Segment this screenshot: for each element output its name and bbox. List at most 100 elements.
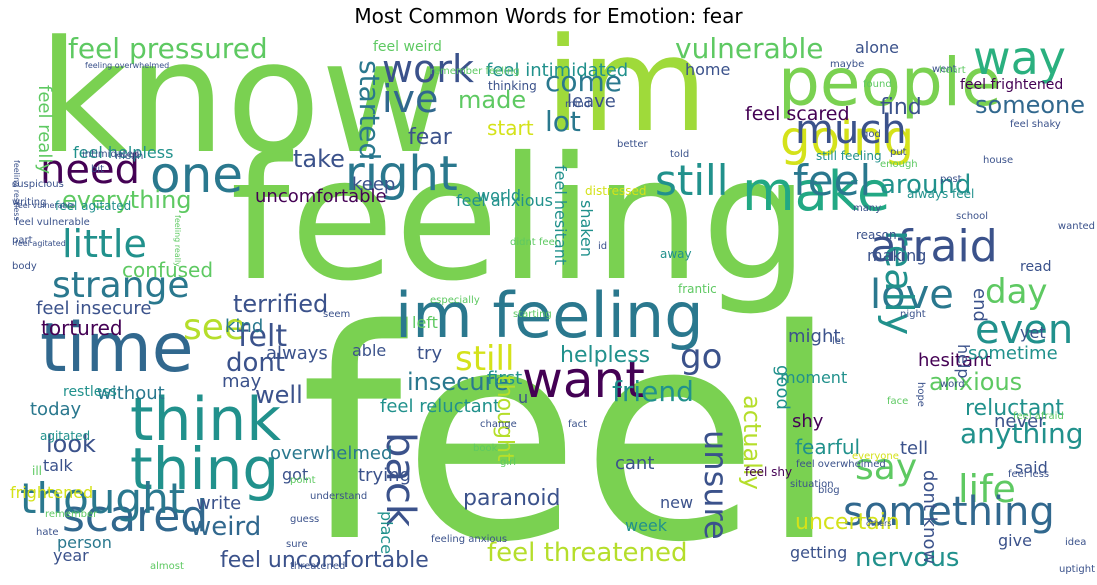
cloud-word: u	[518, 388, 529, 407]
cloud-word: let	[832, 336, 845, 347]
cloud-word: uptight	[1059, 564, 1095, 575]
cloud-word: way	[973, 31, 1067, 85]
cloud-word: try	[417, 343, 443, 364]
cloud-word: without	[97, 383, 165, 404]
cloud-word: place	[377, 511, 396, 555]
cloud-word: didnt feel	[510, 237, 558, 248]
cloud-word: away	[660, 247, 692, 261]
cloud-word: dont know	[919, 470, 940, 565]
cloud-word: everyone	[852, 451, 899, 462]
cloud-word: frantic	[678, 282, 717, 296]
cloud-word: told	[670, 149, 690, 160]
cloud-word: frightened	[10, 483, 94, 502]
cloud-word: left	[412, 313, 438, 332]
cloud-word: overwhelmed	[270, 443, 393, 464]
cloud-word: mind	[565, 99, 591, 110]
cloud-word: well	[255, 381, 303, 409]
cloud-word: restless	[63, 384, 117, 400]
cloud-word: feel scared	[745, 103, 850, 125]
cloud-word: time	[40, 309, 194, 388]
cloud-word: better	[617, 139, 648, 150]
cloud-word: guess	[290, 514, 320, 525]
cloud-word: hope	[915, 382, 926, 407]
cloud-word: much	[795, 107, 907, 153]
cloud-word: sometime	[968, 343, 1058, 364]
cloud-word: house	[983, 155, 1014, 166]
cloud-word: thing	[130, 435, 280, 503]
cloud-word: feel pressured	[68, 32, 268, 65]
cloud-word: feel vulnerable	[15, 201, 75, 210]
cloud-word: moment	[780, 368, 848, 387]
cloud-word: might	[788, 326, 841, 347]
cloud-word: feeling	[230, 121, 810, 319]
cloud-word: im feeling	[395, 279, 704, 352]
cloud-word: shy	[792, 411, 824, 432]
cloud-word: think	[130, 385, 281, 455]
cloud-word: feel	[300, 269, 840, 585]
cloud-word: people	[778, 44, 1002, 121]
cloud-word: understand	[310, 491, 368, 502]
cloud-word: friend	[612, 375, 694, 408]
cloud-word: new	[660, 493, 694, 512]
cloud-word: found	[863, 79, 892, 90]
cloud-word: feel agitated	[55, 199, 132, 213]
cloud-word: love	[870, 272, 954, 318]
cloud-word: blog	[818, 485, 840, 496]
cloud-word: seem	[323, 309, 351, 320]
cloud-word: heart	[939, 65, 966, 76]
cloud-word: enough	[880, 159, 918, 170]
cloud-word: home	[685, 60, 731, 79]
cloud-word: come	[545, 65, 623, 98]
cloud-word: feel vulnerable	[15, 217, 90, 228]
cloud-word: ill	[32, 464, 43, 478]
cloud-word: face	[887, 396, 909, 407]
cloud-word: hesitant	[918, 350, 992, 371]
cloud-word: terrified	[233, 290, 329, 318]
cloud-word: remember feeling	[430, 66, 520, 77]
cloud-word: uncomfortable	[255, 186, 387, 207]
cloud-word: never	[994, 411, 1046, 432]
cloud-word: end	[969, 288, 990, 322]
cloud-word: always feel	[907, 187, 975, 201]
cloud-word: sure	[286, 539, 308, 550]
cloud-word: help	[954, 344, 973, 379]
cloud-word: nervous	[855, 543, 960, 573]
cloud-word: see	[183, 307, 247, 348]
cloud-word: strange	[52, 265, 190, 306]
cloud-word: body	[12, 261, 37, 272]
cloud-word: find	[880, 95, 922, 120]
cloud-word: still	[455, 339, 515, 379]
cloud-word: threatened	[290, 561, 346, 572]
cloud-word: something	[843, 489, 1055, 535]
cloud-word: confused	[122, 258, 214, 282]
cloud-word: start	[487, 116, 534, 140]
cloud-word: read	[1020, 259, 1052, 275]
cloud-word: need	[40, 147, 140, 193]
cloud-word: still	[655, 156, 729, 205]
cloud-word: writing	[12, 197, 47, 208]
cloud-word: want	[522, 351, 645, 409]
cloud-word: change	[480, 419, 517, 430]
cloud-word: girl	[500, 457, 517, 468]
cloud-word: almost	[150, 561, 184, 572]
cloud-word: suspicious	[12, 179, 64, 190]
cloud-word: world	[477, 186, 522, 205]
cloud-word: feel uncomfortable	[220, 548, 429, 573]
cloud-word: tell	[900, 438, 929, 459]
cloud-word: first	[487, 368, 523, 389]
cloud-word: everything	[62, 186, 192, 214]
cloud-word: intimidated	[82, 149, 140, 160]
cloud-word: always	[266, 343, 328, 364]
cloud-word: feel less	[1008, 469, 1050, 480]
cloud-word: little	[62, 222, 147, 266]
cloud-word: trying	[358, 465, 411, 486]
cloud-word: uncertain	[795, 510, 900, 535]
cloud-word: give	[998, 531, 1032, 550]
cloud-word: weird	[190, 512, 262, 542]
cloud-word: week	[625, 516, 668, 535]
cloud-word: keep	[352, 174, 396, 195]
cloud-word: feel intimidated	[486, 60, 629, 81]
cloud-word: right	[345, 146, 458, 202]
cloud-word: paranoid	[463, 486, 561, 511]
cloud-word: still feeling	[816, 149, 882, 163]
